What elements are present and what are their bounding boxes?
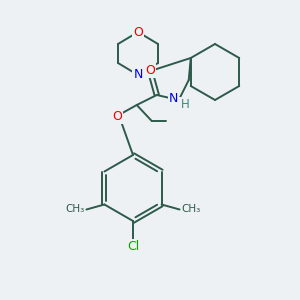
Text: CH₃: CH₃ <box>65 205 84 214</box>
Text: O: O <box>133 26 143 38</box>
Text: N: N <box>169 92 178 104</box>
Text: O: O <box>145 64 155 76</box>
Text: H: H <box>180 98 189 110</box>
Text: O: O <box>112 110 122 122</box>
Text: CH₃: CH₃ <box>182 205 201 214</box>
Text: Cl: Cl <box>127 239 139 253</box>
Text: N: N <box>133 68 143 82</box>
